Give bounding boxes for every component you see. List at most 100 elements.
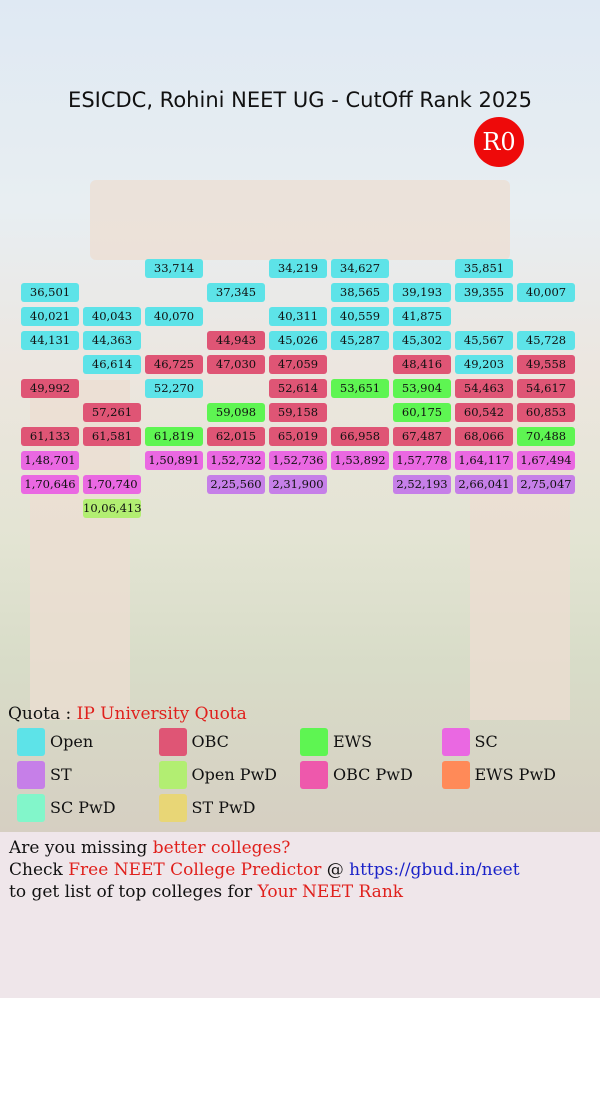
promo-text: to get list of top colleges for [9, 882, 258, 902]
rank-cell: 34,219 [269, 259, 327, 278]
promo-panel: Are you missing better colleges? Check Fr… [0, 832, 600, 998]
rank-cell: 46,725 [145, 355, 203, 374]
rank-cell: 1,64,117 [455, 451, 513, 470]
legend-swatch [17, 761, 45, 789]
rank-cell: 40,070 [145, 307, 203, 326]
rank-cell: 1,52,736 [269, 451, 327, 470]
legend-swatch [158, 794, 187, 822]
legend-swatch [441, 728, 470, 756]
legend-swatch [158, 728, 187, 756]
rank-cell: 35,851 [455, 259, 513, 278]
rank-cell: 54,617 [517, 379, 575, 398]
rank-cell: 44,131 [21, 331, 79, 350]
rank-cell: 47,059 [269, 355, 327, 374]
promo-text: better colleges? [152, 838, 291, 858]
rank-cell: 49,203 [455, 355, 513, 374]
rank-cell: 44,943 [207, 331, 265, 350]
legend-label: SC [474, 732, 498, 751]
rank-cell: 52,270 [145, 379, 203, 398]
rank-cell: 45,026 [269, 331, 327, 350]
rank-cell: 34,627 [331, 259, 389, 278]
rank-cell: 2,52,193 [393, 475, 451, 494]
legend-label: Open [50, 732, 94, 751]
title: ESICDC, Rohini NEET UG - CutOff Rank 202… [68, 88, 532, 112]
promo-text[interactable]: https://gbud.in/neet [349, 860, 520, 880]
rank-cell: 45,728 [517, 331, 575, 350]
rank-cell: 59,098 [207, 403, 265, 422]
quota-line: Quota : IP University Quota [8, 704, 247, 724]
legend-label: ST [50, 765, 72, 784]
legend-label: OBC [191, 732, 229, 751]
legend-label: SC PwD [50, 798, 116, 817]
promo-line: to get list of top colleges for Your NEE… [9, 882, 403, 902]
rank-cell: 39,193 [393, 283, 451, 302]
rank-cell: 44,363 [83, 331, 141, 350]
rank-cell: 53,651 [331, 379, 389, 398]
rank-cell: 49,992 [21, 379, 79, 398]
legend-label: EWS [333, 732, 373, 751]
rank-cell: 54,463 [455, 379, 513, 398]
rank-cell: 60,175 [393, 403, 451, 422]
legend-swatch [17, 728, 45, 756]
quota-value: IP University Quota [76, 704, 247, 724]
legend-swatch [158, 761, 187, 789]
legend-label: Open PwD [191, 765, 278, 784]
rank-cell: 67,487 [393, 427, 451, 446]
rank-cell: 40,043 [83, 307, 141, 326]
rank-cell: 2,31,900 [269, 475, 327, 494]
rank-cell: 61,581 [83, 427, 141, 446]
rank-cell: 41,875 [393, 307, 451, 326]
rank-cell: 10,06,413 [83, 499, 142, 518]
rank-cell: 40,559 [331, 307, 389, 326]
rank-cell: 47,030 [207, 355, 265, 374]
legend-swatch [17, 794, 45, 822]
rank-cell: 53,904 [393, 379, 451, 398]
rank-cell: 49,558 [517, 355, 575, 374]
rank-cell: 70,488 [517, 427, 575, 446]
promo-line: Are you missing better colleges? [9, 838, 290, 858]
rank-cell: 40,007 [517, 283, 575, 302]
rank-cell: 65,019 [269, 427, 327, 446]
legend-label: EWS PwD [474, 765, 556, 784]
rank-cell: 1,52,732 [207, 451, 265, 470]
rank-cell: 46,614 [83, 355, 141, 374]
rank-cell: 37,345 [207, 283, 265, 302]
promo-line: Check Free NEET College Predictor @ http… [9, 860, 520, 880]
rank-cell: 33,714 [145, 259, 203, 278]
rank-cell: 40,021 [21, 307, 79, 326]
rank-cell: 40,311 [269, 307, 327, 326]
rank-cell: 1,50,891 [145, 451, 203, 470]
rank-cell: 60,853 [517, 403, 575, 422]
promo-text: Check [9, 860, 69, 880]
rank-cell: 2,75,047 [517, 475, 575, 494]
rank-cell: 2,25,560 [207, 475, 265, 494]
gate-arch [90, 180, 510, 260]
rank-cell: 59,158 [269, 403, 327, 422]
legend-swatch [441, 761, 470, 789]
rank-cell: 45,567 [455, 331, 513, 350]
quota-label: Quota : [8, 704, 77, 724]
rank-cell: 61,133 [21, 427, 79, 446]
rank-cell: 1,67,494 [517, 451, 575, 470]
rank-cell: 1,53,892 [331, 451, 389, 470]
rank-cell: 1,70,646 [21, 475, 79, 494]
legend-swatch [300, 761, 328, 789]
promo-text: Your NEET Rank [257, 882, 404, 902]
legend-label: OBC PwD [333, 765, 413, 784]
rank-cell: 39,355 [455, 283, 513, 302]
rank-cell: 38,565 [331, 283, 389, 302]
rank-cell: 52,614 [269, 379, 327, 398]
rank-cell: 1,70,740 [83, 475, 141, 494]
rank-cell: 36,501 [21, 283, 79, 302]
rank-cell: 62,015 [207, 427, 265, 446]
promo-text: @ [321, 860, 350, 880]
rank-cell: 57,261 [83, 403, 141, 422]
legend-swatch [300, 728, 328, 756]
rank-cell: 1,57,778 [393, 451, 451, 470]
rank-cell: 48,416 [393, 355, 451, 374]
rank-cell: 61,819 [145, 427, 203, 446]
rank-cell: 1,48,701 [21, 451, 79, 470]
legend-label: ST PwD [191, 798, 256, 817]
promo-text: Are you missing [9, 838, 153, 858]
